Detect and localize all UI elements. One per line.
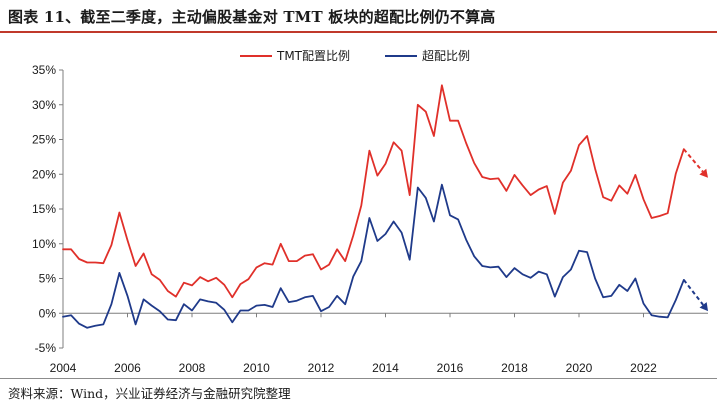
projection-arrow-head <box>699 168 708 178</box>
projection-arrow-shaft <box>683 279 704 306</box>
series-line-overweight <box>62 183 685 329</box>
y-axis: 35% 30% 25% 20% 15% 10% 5% 0% -5% <box>32 63 64 355</box>
line-chart: TMT配置比例 超配比例 35% 30% 25% 20% 15% 10% 5% 0% -5% 2… <box>32 48 708 374</box>
projection-arrow-head <box>699 302 708 312</box>
x-tick-label: 2012 <box>308 361 335 374</box>
x-axis: 2004 2006 2008 2010 2012 2014 2016 2018 2020 2022 <box>50 312 708 374</box>
y-tick-label: -5% <box>35 341 57 355</box>
source-divider <box>0 378 717 379</box>
title-bar: 图表 11、截至二季度，主动偏股基金对 TMT 板块的超配比例仍不算高 <box>0 0 717 34</box>
y-tick-label: 5% <box>39 272 57 286</box>
legend-label-tmt: TMT配置比例 <box>276 49 350 63</box>
projection-arrow-tmt <box>683 148 708 178</box>
legend-label-overweight: 超配比例 <box>422 48 470 63</box>
x-tick-label: 2008 <box>179 361 206 374</box>
y-tick-label: 10% <box>32 237 56 251</box>
legend: TMT配置比例 超配比例 <box>240 48 470 63</box>
chart-title: 图表 11、截至二季度，主动偏股基金对 TMT 板块的超配比例仍不算高 <box>8 8 496 26</box>
x-tick-label: 2004 <box>50 361 77 374</box>
y-tick-label: 20% <box>32 167 56 181</box>
projection-arrow-shaft <box>683 148 704 173</box>
x-tick-label: 2022 <box>630 361 657 374</box>
series-layer <box>62 84 685 329</box>
projection-arrow-overweight <box>683 279 708 312</box>
series-line-tmt <box>62 84 685 299</box>
x-tick-label: 2018 <box>501 361 528 374</box>
x-tick-label: 2016 <box>437 361 464 374</box>
title-underline <box>0 31 717 33</box>
y-tick-label: 30% <box>32 98 56 112</box>
x-tick-label: 2010 <box>243 361 270 374</box>
y-tick-label: 15% <box>32 202 56 216</box>
x-tick-label: 2020 <box>566 361 593 374</box>
projection-layer <box>683 148 708 312</box>
x-tick-label: 2014 <box>372 361 399 374</box>
x-tick-label: 2006 <box>114 361 141 374</box>
source-note: 资料来源：Wind，兴业证券经济与金融研究院整理 <box>8 386 291 401</box>
y-tick-label: 0% <box>39 306 57 320</box>
y-tick-label: 35% <box>32 63 56 77</box>
y-tick-label: 25% <box>32 133 56 147</box>
